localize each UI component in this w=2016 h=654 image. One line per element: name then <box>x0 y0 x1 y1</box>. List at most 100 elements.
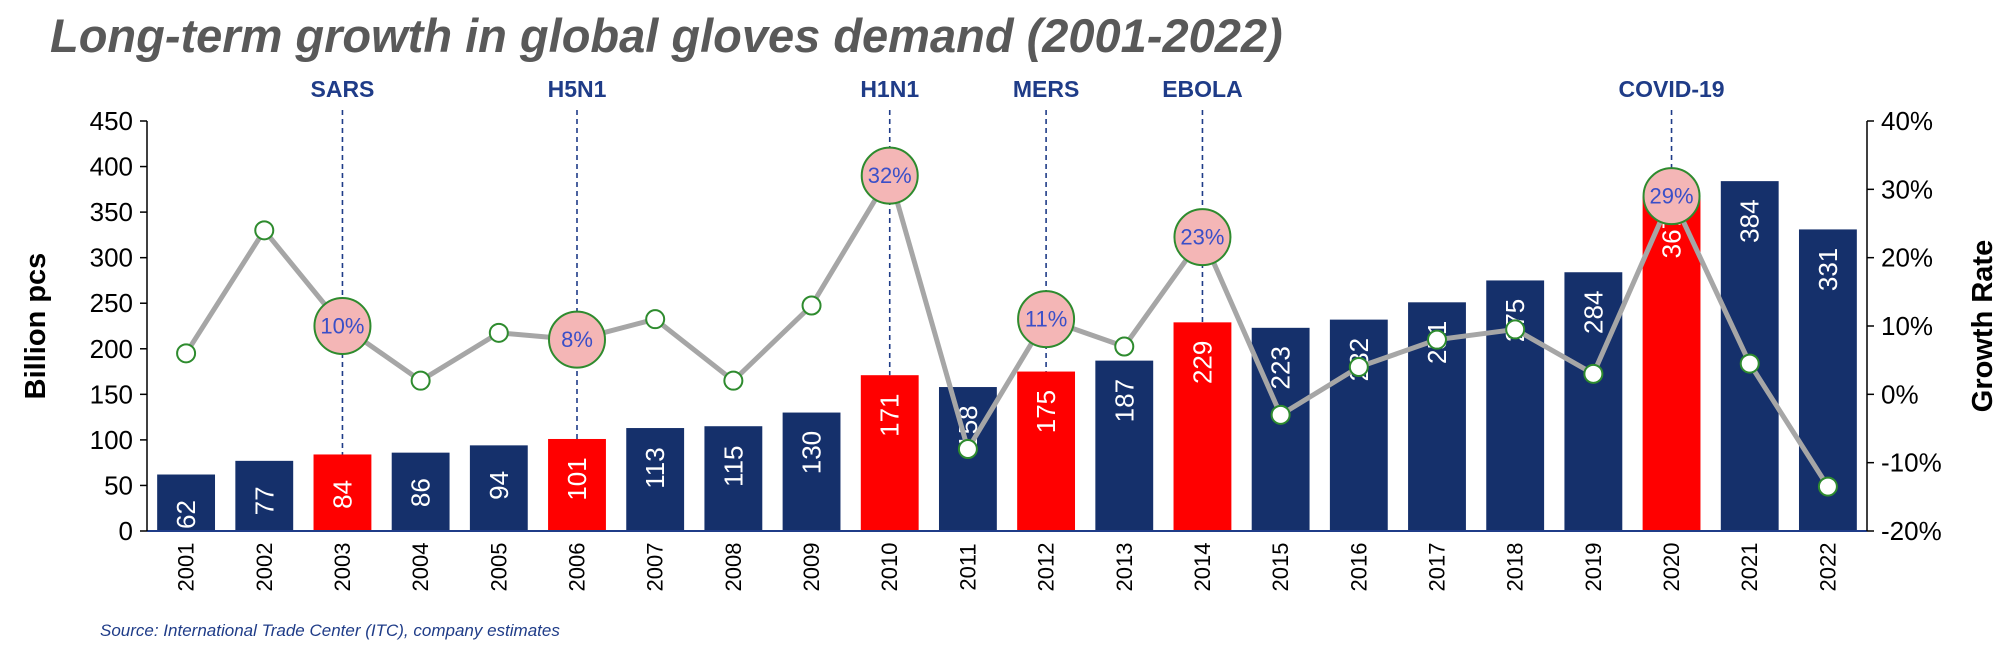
growth-rate-point-2004 <box>410 370 431 391</box>
y-tick-label-450: 450 <box>90 106 133 136</box>
x-tick-label-2016: 2016 <box>1346 543 1371 592</box>
bar-2020 <box>1642 196 1701 531</box>
event-label-EBOLA: EBOLA <box>1162 76 1243 102</box>
bar-value-label-2002: 77 <box>249 486 279 515</box>
y2-tick-label: 40% <box>1881 106 1933 136</box>
x-tick-label-2001: 2001 <box>174 543 199 592</box>
y2-tick-label: 30% <box>1881 174 1933 204</box>
bar-value-label-2012: 175 <box>1031 390 1061 433</box>
x-tick-label-2011: 2011 <box>955 543 980 590</box>
bar-value-label-2001: 62 <box>171 500 201 529</box>
growth-rate-point-2005 <box>488 322 509 343</box>
growth-rate-point-2015 <box>1270 404 1291 425</box>
bar-value-label-2010: 171 <box>875 394 905 437</box>
y-tick-label-150: 150 <box>90 379 133 409</box>
growth-rate-point-2022 <box>1817 476 1838 497</box>
y-tick-label-0: 0 <box>119 516 133 546</box>
growth-rate-label-2012: 11% <box>1025 307 1067 332</box>
bar-value-label-2019: 284 <box>1578 291 1608 334</box>
event-label-MERS: MERS <box>1013 76 1079 102</box>
growth-rate-bubble-2006 <box>548 310 606 369</box>
bar-2001 <box>157 474 216 531</box>
x-tick-label-2019: 2019 <box>1581 543 1606 592</box>
y2-tick-label: 20% <box>1881 243 1933 273</box>
growth-rate-bubble-2014 <box>1173 208 1232 267</box>
growth-rate-point-2002 <box>254 220 275 241</box>
growth-rate-point-2001 <box>176 343 197 364</box>
y2-tick-label: 10% <box>1881 311 1933 341</box>
bar-2002 <box>235 460 294 531</box>
y-tick-label-300: 300 <box>90 243 133 273</box>
growth-rate-point-2008 <box>723 370 744 391</box>
x-tick-label-2013: 2013 <box>1112 543 1137 592</box>
y-axis-title: Billion pcs <box>20 253 52 400</box>
bar-2010 <box>860 375 919 531</box>
axes-layer: 2001 2002 2003 2004 2005 2006 2007 2008 2009 2010… <box>20 106 1999 591</box>
growth-rate-bubble-2020 <box>1642 167 1701 226</box>
y-tick-label-100: 100 <box>90 425 133 455</box>
growth-rate-point-2019 <box>1583 363 1604 384</box>
source-note: Source: International Trade Center (ITC)… <box>100 621 560 640</box>
x-tick-label-2012: 2012 <box>1034 543 1059 592</box>
bar-value-label-2014: 229 <box>1187 341 1217 384</box>
growth-rate-point-2007 <box>645 309 666 330</box>
bar-2016 <box>1329 319 1388 531</box>
event-label-H5N1: H5N1 <box>548 76 607 102</box>
growth-rate-point-2017 <box>1427 329 1447 350</box>
bar-2003 <box>313 454 372 531</box>
y-tick-label-250: 250 <box>90 288 133 318</box>
x-tick-label-2018: 2018 <box>1503 543 1528 592</box>
bar-value-label-2007: 113 <box>640 447 670 488</box>
bar-value-label-2008: 115 <box>718 445 748 486</box>
bar-2004 <box>391 452 450 531</box>
events-layer: SARS H5N1 H1N1 MERS EBOLA COVID-19 <box>311 76 1725 455</box>
x-tick-label-2010: 2010 <box>877 543 902 592</box>
x-tick-label-2021: 2021 <box>1737 543 1762 592</box>
x-tick-label-2004: 2004 <box>408 543 433 592</box>
x-tick-label-2006: 2006 <box>565 543 590 592</box>
growth-rate-label-2014: 23% <box>1180 225 1224 250</box>
x-tick-label-2008: 2008 <box>721 543 746 592</box>
y2-tick-label: -20% <box>1881 516 1942 546</box>
growth-rate-label-2020: 29% <box>1650 184 1694 209</box>
growth-rate-point-2021 <box>1739 353 1760 374</box>
growth-rate-label-2010: 32% <box>868 163 912 188</box>
bar-2009 <box>782 412 841 531</box>
bar-2011 <box>938 387 997 531</box>
x-tick-label-2022: 2022 <box>1815 543 1840 592</box>
y-tick-label-400: 400 <box>90 152 133 182</box>
bar-2019 <box>1564 272 1623 531</box>
y2-tick-label: 0% <box>1881 379 1919 409</box>
bar-2005 <box>469 445 528 531</box>
y-tick-label-350: 350 <box>90 197 133 227</box>
x-tick-label-2005: 2005 <box>486 543 511 592</box>
growth-rate-label-2003: 10% <box>320 314 364 339</box>
growth-rate-point-2013 <box>1114 336 1135 357</box>
event-label-COVID-19: COVID-19 <box>1618 76 1724 102</box>
x-tick-label-2017: 2017 <box>1425 543 1450 592</box>
growth-rate-bubble-2010 <box>860 146 919 205</box>
bar-2015 <box>1251 327 1310 531</box>
bar-value-label-2004: 86 <box>406 478 436 507</box>
y2-axis-title: Growth Rate <box>1967 240 1999 412</box>
x-tick-label-2015: 2015 <box>1268 543 1293 592</box>
bar-2007 <box>626 428 685 531</box>
growth-rate-point-2018 <box>1505 319 1526 340</box>
x-tick-label-2020: 2020 <box>1659 543 1684 592</box>
bar-value-label-2013: 187 <box>1109 379 1139 422</box>
x-tick-label-2014: 2014 <box>1190 543 1215 592</box>
x-tick-label-2003: 2003 <box>330 543 355 592</box>
bar-value-label-2021: 384 <box>1735 199 1765 242</box>
bar-value-label-2003: 84 <box>327 480 357 509</box>
growth-line-layer: 10% 8% 32% 11% 23% 29% <box>176 146 1838 497</box>
bar-2013 <box>1095 360 1154 531</box>
growth-rate-label-2006: 8% <box>561 327 593 352</box>
chart-title: Long-term growth in global gloves demand… <box>50 9 1283 62</box>
x-tick-label-2002: 2002 <box>252 543 277 592</box>
bar-value-label-2005: 94 <box>484 471 514 500</box>
growth-rate-bubble-2012 <box>1017 290 1076 349</box>
y-tick-label-200: 200 <box>90 334 133 364</box>
growth-rate-point-2009 <box>801 295 822 316</box>
